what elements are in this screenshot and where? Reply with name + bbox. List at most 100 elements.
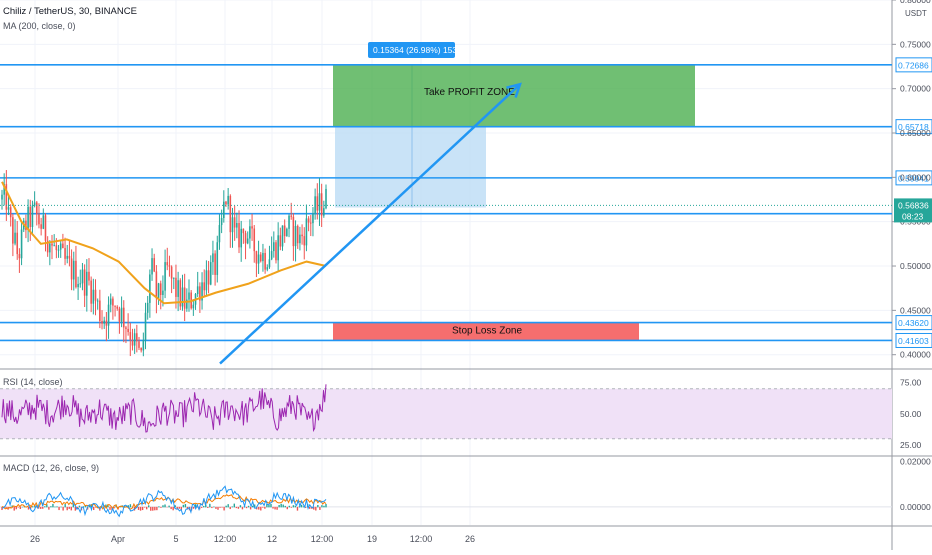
macd-hist-bar [66, 506, 68, 511]
candle-body [318, 193, 321, 211]
macd-hist-bar [21, 506, 24, 508]
macd-hist-bar [15, 506, 17, 510]
macd-hist-bar [276, 506, 278, 510]
candle-body [162, 290, 164, 296]
candle-body [40, 224, 42, 229]
macd-hist-bar [152, 506, 154, 511]
macd-hist-bar [323, 505, 325, 508]
macd-hist-bar [27, 506, 30, 510]
macd-hist-bar [196, 506, 199, 508]
candle-body [1, 194, 3, 200]
macd-hist-bar [235, 506, 238, 509]
macd-hist-bar [148, 505, 150, 508]
macd-hist-bar [92, 506, 95, 511]
macd-hist-bar [251, 505, 254, 508]
macd-hist-bar [304, 506, 307, 508]
macd-hist-bar [280, 503, 282, 508]
macd-hist-bar [296, 506, 299, 511]
candle-body [153, 258, 156, 272]
last-price-badge [894, 198, 932, 223]
candle-body [3, 184, 5, 195]
macd-hist-bar [209, 503, 211, 508]
macd-hist-bar [158, 506, 160, 508]
candle-body [323, 208, 325, 216]
macd-hist-bar [40, 506, 42, 509]
macd-hist-bar [262, 506, 264, 508]
macd-hist-bar [48, 506, 50, 510]
macd-hist-bar [272, 506, 274, 509]
macd-hist-bar [19, 506, 22, 510]
candle-body [307, 218, 310, 223]
bar-countdown: 08:23 [902, 211, 924, 221]
candle-body [290, 215, 293, 217]
macd-line [1, 485, 327, 518]
candle-body [231, 217, 234, 233]
macd-hist-bar [256, 506, 258, 510]
candles [1, 170, 327, 357]
candle-body [259, 254, 262, 262]
candle-body [292, 216, 295, 247]
candle-body [29, 206, 32, 227]
candle-body [33, 202, 36, 206]
candle-body [270, 251, 273, 260]
macd-hist-bar [264, 506, 266, 509]
rsi-axis-tick-label: 50.00 [900, 409, 922, 419]
candle-body [7, 207, 10, 210]
candle-body [75, 260, 77, 288]
macd-hist-bar [268, 504, 270, 508]
macd-hist-bar [241, 506, 244, 510]
macd-hist-bar [284, 505, 286, 508]
level-label: 0.65718 [898, 122, 929, 132]
macd-hist-bar [245, 506, 248, 509]
candle-body [186, 299, 188, 309]
macd-hist-bar [302, 506, 305, 508]
macd-hist-bar [95, 506, 97, 508]
candle-body [64, 248, 66, 259]
candle-body [38, 214, 40, 225]
candle-body [120, 307, 123, 322]
macd-hist-bar [154, 506, 156, 511]
macd-hist-bar [166, 506, 168, 508]
macd-hist-bar [168, 505, 170, 508]
macd-hist-bar [239, 505, 242, 508]
level-label-bg [895, 119, 932, 135]
candle-body [212, 253, 214, 263]
time-axis-tick-label: 12 [267, 534, 277, 544]
macd-axis-tick-label: 0.02000 [900, 457, 931, 467]
macd-hist-bar [113, 506, 115, 509]
macd-hist-bar [180, 506, 183, 511]
profit-zone [333, 64, 695, 127]
macd-hist-bar [321, 505, 323, 508]
candle-body [207, 270, 210, 285]
candle-body [264, 252, 266, 270]
candle-body [133, 333, 136, 346]
macd-hist-bar [107, 505, 109, 508]
macd-hist-bar [37, 506, 40, 509]
candle-body [140, 347, 142, 351]
candle-body [16, 232, 19, 255]
candle-body [66, 255, 69, 259]
price-axis-tick-label: 0.60000 [900, 172, 931, 182]
macd-hist-bar [54, 506, 56, 508]
time-axis-tick-label: 12:00 [410, 534, 433, 544]
candle-body [14, 232, 16, 244]
macd-hist-bar [88, 505, 91, 508]
candle-body [192, 304, 195, 309]
macd-hist-bar [260, 506, 262, 511]
macd-hist-bar [325, 504, 327, 508]
macd-hist-bar [74, 506, 77, 511]
ma-indicator-label[interactable]: MA (200, close, 0) [3, 21, 76, 31]
price-axis-tick-label: 0.45000 [900, 305, 931, 315]
candle-body [138, 341, 140, 348]
measure-badge [368, 42, 455, 58]
price-axis-tick-label: 0.75000 [900, 39, 931, 49]
macd-hist-bar [143, 506, 146, 508]
candle-body [301, 234, 303, 237]
candle-body [214, 253, 216, 275]
candle-body [244, 233, 247, 244]
candle-body [112, 298, 114, 306]
macd-hist-bar [150, 506, 152, 511]
macd-hist-bar [178, 506, 180, 509]
